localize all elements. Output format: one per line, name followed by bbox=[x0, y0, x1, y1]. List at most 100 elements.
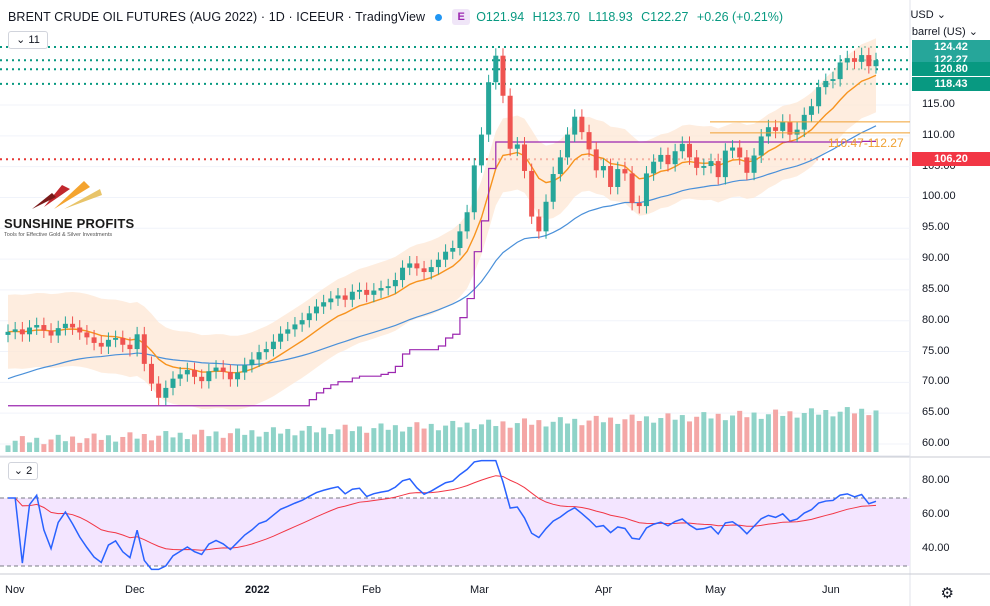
volume-bar bbox=[794, 417, 800, 452]
candle-body bbox=[199, 376, 205, 382]
candle-body bbox=[98, 342, 104, 347]
open-value: O121.94 bbox=[476, 10, 525, 24]
volume-bar bbox=[622, 419, 628, 452]
price-tick-label: 85.00 bbox=[922, 282, 950, 295]
volume-bar bbox=[543, 426, 549, 452]
volume-bar bbox=[557, 417, 563, 452]
candle-body bbox=[873, 60, 879, 67]
candle-body bbox=[722, 150, 728, 178]
volume-bar bbox=[55, 434, 61, 452]
rsi-indicator-toggle[interactable]: ⌄ 2 bbox=[8, 462, 38, 480]
volume-bar bbox=[213, 431, 219, 452]
candle-body bbox=[816, 87, 822, 107]
candle-body bbox=[127, 344, 133, 350]
candle-body bbox=[70, 323, 76, 328]
candle-body bbox=[787, 121, 793, 135]
volume-bar bbox=[163, 431, 169, 452]
volume-bar bbox=[77, 442, 83, 452]
candle-body bbox=[543, 201, 549, 232]
volume-bar bbox=[830, 416, 836, 452]
volume-bar bbox=[278, 433, 284, 452]
candle-body bbox=[579, 116, 585, 133]
volume-bar bbox=[313, 432, 319, 452]
volume-bar bbox=[292, 435, 298, 452]
time-tick-label: Jun bbox=[822, 584, 840, 596]
price-tick-label: 110.00 bbox=[922, 128, 955, 141]
candle-body bbox=[299, 320, 305, 325]
candle-body bbox=[306, 313, 312, 321]
volume-bar bbox=[851, 413, 857, 452]
candle-body bbox=[866, 55, 872, 67]
volume-bar bbox=[19, 436, 25, 452]
volume-bar bbox=[407, 426, 413, 452]
candle-body bbox=[400, 267, 406, 281]
candle-body bbox=[421, 268, 427, 273]
candle-body bbox=[665, 154, 671, 165]
volume-bar bbox=[636, 420, 642, 452]
candle-body bbox=[686, 143, 692, 158]
candle-body bbox=[557, 157, 563, 175]
settings-gear-icon[interactable]: ⚙ bbox=[940, 585, 954, 602]
price-tick-label: 115.00 bbox=[922, 98, 955, 110]
volume-bar bbox=[235, 428, 241, 452]
volume-bar bbox=[500, 421, 506, 452]
rsi-line bbox=[8, 459, 877, 571]
volume-bar bbox=[364, 432, 370, 452]
candle-body bbox=[192, 370, 198, 377]
candle-body bbox=[342, 295, 348, 300]
volume-bar bbox=[615, 423, 621, 452]
candle-body bbox=[629, 173, 635, 204]
price-tick-label: 95.00 bbox=[922, 221, 950, 234]
volume-bar bbox=[285, 428, 291, 452]
candle-body bbox=[91, 337, 97, 343]
high-value: H123.70 bbox=[532, 10, 580, 24]
candle-body bbox=[105, 339, 111, 347]
candle-body bbox=[586, 132, 592, 150]
volume-bar bbox=[249, 430, 255, 452]
logo-name: SUNSHINE PROFITS bbox=[4, 216, 135, 231]
candle-body bbox=[407, 263, 413, 268]
candle-body bbox=[500, 55, 506, 96]
volume-bar bbox=[84, 438, 90, 452]
volume-bar bbox=[48, 439, 54, 452]
volume-bar bbox=[737, 410, 743, 452]
indicators-toggle-button[interactable]: ⌄ 11 bbox=[8, 31, 48, 49]
candle-body bbox=[5, 331, 11, 335]
volume-bar bbox=[206, 436, 212, 452]
volume-bar bbox=[450, 420, 456, 452]
currency-selector[interactable]: USD ⌄ bbox=[910, 9, 946, 21]
candle-body bbox=[615, 169, 621, 187]
candle-body bbox=[48, 330, 54, 336]
ohlc-values: O121.94 H123.70 L118.93 C122.27 +0.26 (+… bbox=[476, 10, 788, 24]
earnings-badge[interactable]: E bbox=[452, 9, 471, 25]
candle-body bbox=[156, 383, 162, 398]
candle-body bbox=[694, 157, 700, 168]
symbol-title[interactable]: BRENT CRUDE OIL FUTURES (AUG 2022) · 1D … bbox=[8, 10, 426, 24]
price-tick-label: 90.00 bbox=[922, 252, 950, 265]
volume-bar bbox=[141, 434, 147, 452]
candle-body bbox=[184, 370, 190, 375]
candle-body bbox=[177, 374, 183, 379]
volume-bar bbox=[62, 441, 68, 452]
candle-body bbox=[773, 127, 779, 131]
volume-bar bbox=[12, 440, 18, 452]
volume-bar bbox=[780, 415, 786, 452]
volume-bar bbox=[565, 423, 571, 452]
candle-body bbox=[213, 367, 219, 372]
candle-body bbox=[471, 165, 477, 213]
price-tick-label: 75.00 bbox=[922, 344, 950, 357]
volume-bar bbox=[457, 427, 463, 452]
rsi-tick-label: 80.00 bbox=[922, 474, 950, 486]
time-tick-label: Feb bbox=[362, 584, 381, 596]
volume-bar bbox=[514, 423, 520, 452]
price-tick-label: 80.00 bbox=[922, 313, 950, 326]
candle-body bbox=[328, 298, 334, 303]
volume-bar bbox=[529, 424, 535, 452]
volume-bar bbox=[392, 425, 398, 452]
candle-body bbox=[672, 151, 678, 165]
candle-body bbox=[780, 121, 786, 131]
unit-selector[interactable]: barrel (US) ⌄ bbox=[911, 26, 978, 38]
volume-bar bbox=[586, 420, 592, 452]
volume-bar bbox=[486, 419, 492, 452]
